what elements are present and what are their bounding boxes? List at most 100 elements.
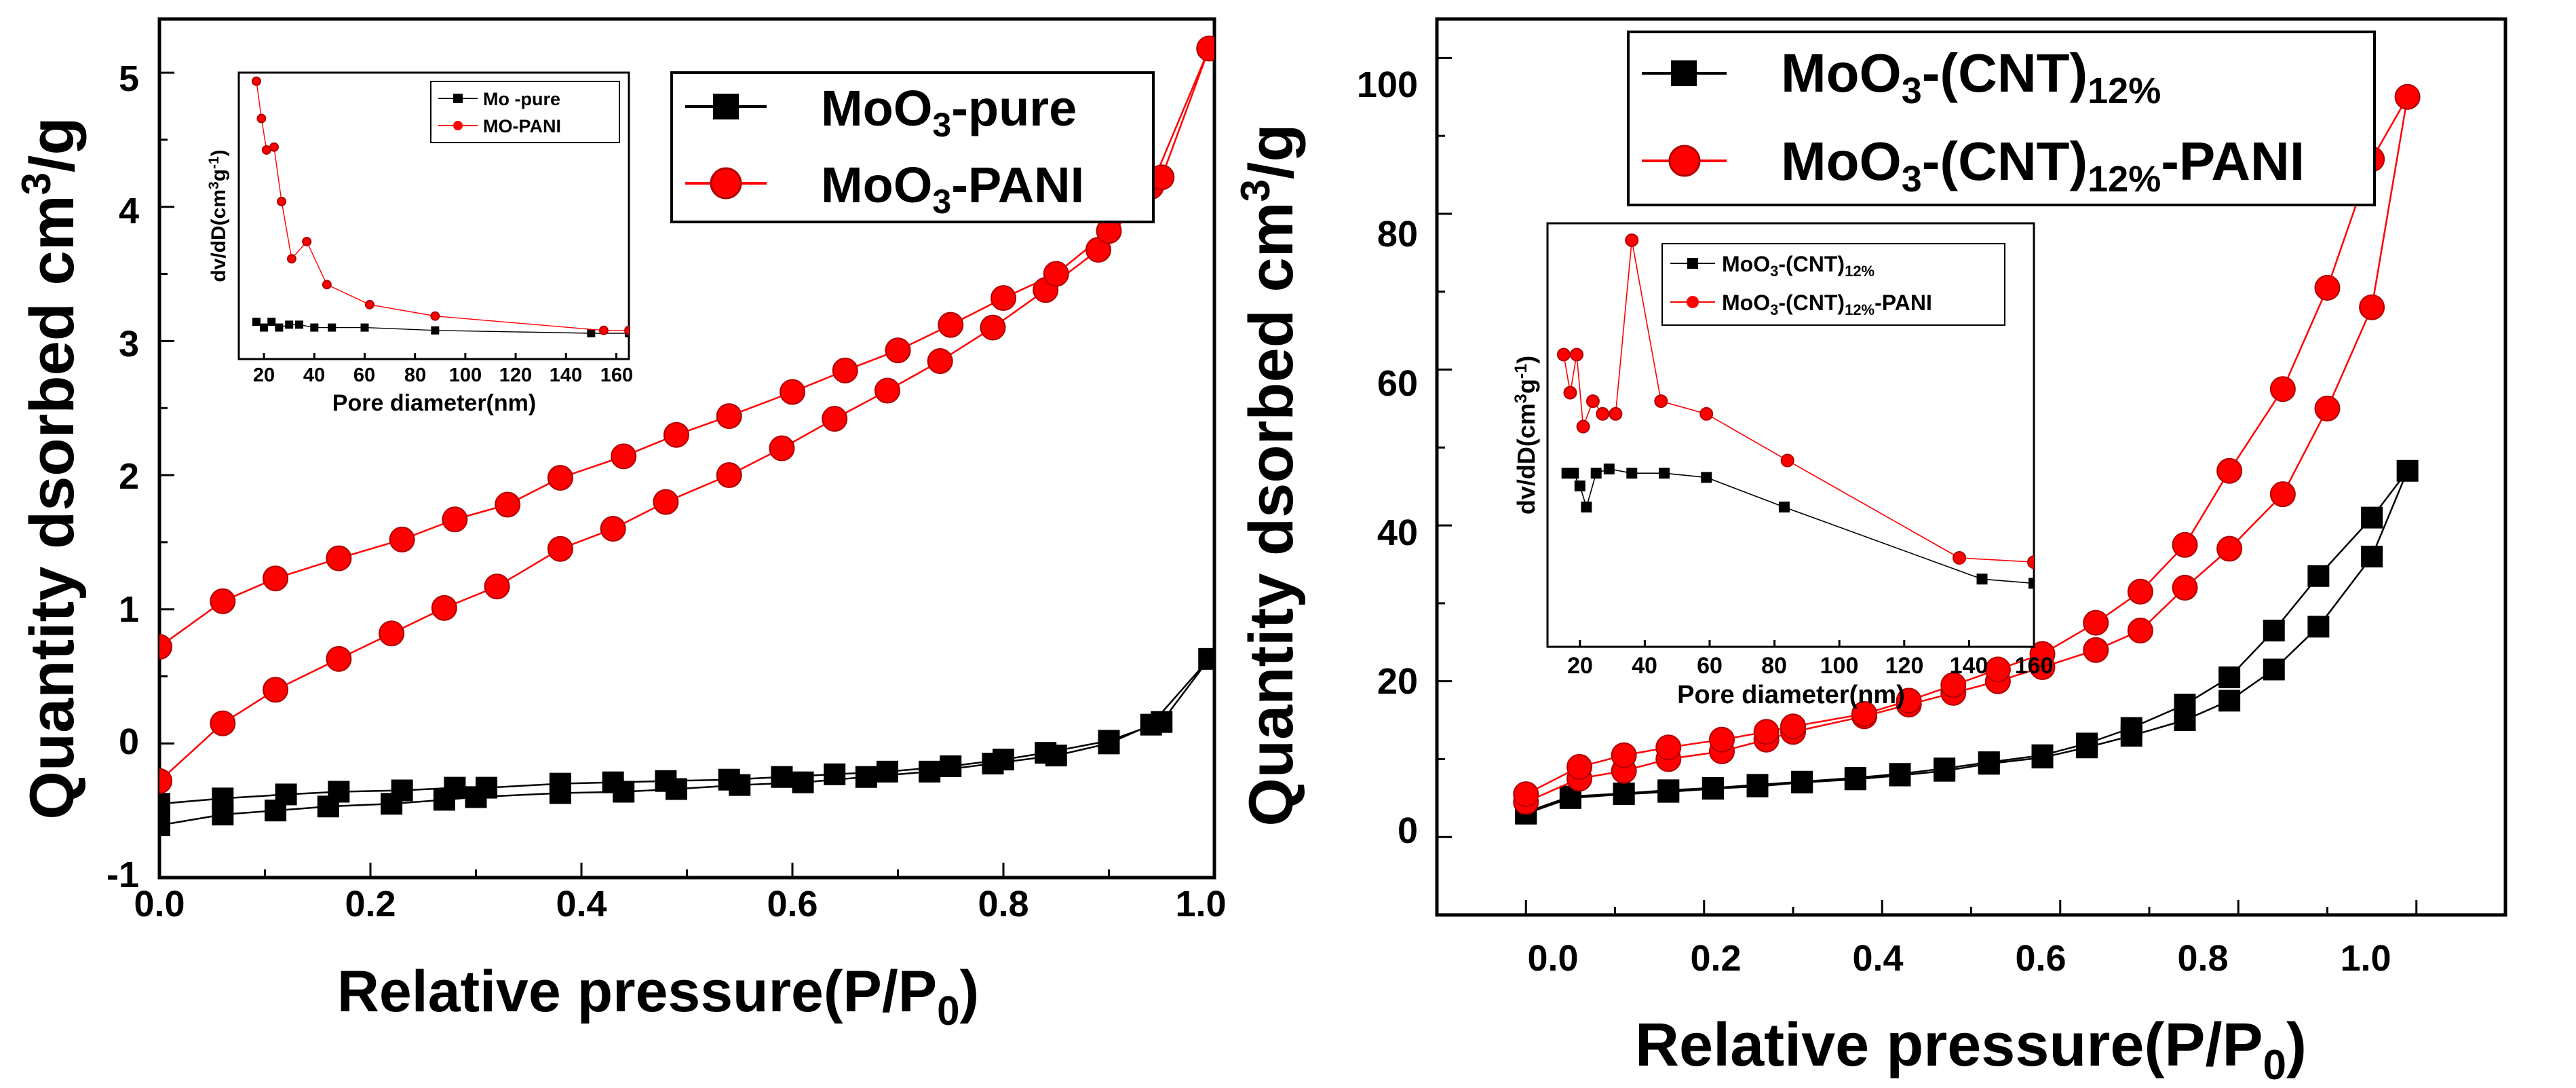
data-point-circle bbox=[159, 768, 172, 794]
data-point-circle bbox=[389, 526, 415, 552]
left-y-tick-label: -1 bbox=[107, 855, 139, 895]
left-inset-ticks bbox=[263, 353, 617, 359]
data-point-square bbox=[2120, 717, 2142, 739]
left-x-tick-labels: 0.0 0.2 0.4 0.6 0.8 1.0 bbox=[134, 884, 1226, 924]
inset-x-tick-label: 120 bbox=[499, 364, 532, 386]
left-x-tick-label: 0.8 bbox=[978, 884, 1029, 924]
left-y-tick-label: 3 bbox=[119, 324, 139, 364]
inset-x-tick-label: 20 bbox=[253, 364, 275, 386]
data-point-circle bbox=[2269, 376, 2296, 402]
data-point-circle bbox=[611, 443, 637, 470]
left-x-tick-label: 0.6 bbox=[767, 884, 818, 924]
data-point-square bbox=[1702, 776, 1724, 799]
legend-label-moo3-pure: MoO3-pure bbox=[821, 80, 1077, 144]
data-point-circle bbox=[1611, 742, 1637, 768]
inset-x-tick-label: 140 bbox=[1950, 653, 1988, 679]
data-point-circle bbox=[1984, 656, 2011, 683]
data-point-square bbox=[1659, 468, 1670, 479]
data-point-square bbox=[855, 766, 877, 788]
data-point-circle bbox=[484, 574, 510, 600]
right-x-tick-label: 0.2 bbox=[1690, 938, 1741, 979]
data-point-circle bbox=[769, 435, 795, 462]
data-point-circle bbox=[210, 710, 236, 736]
legend-label-moo3-pani: MoO3-PANI bbox=[821, 157, 1084, 221]
data-point-circle bbox=[2172, 531, 2198, 558]
right-y-tick-label: 0 bbox=[1398, 810, 1418, 851]
data-point-circle bbox=[938, 312, 964, 338]
data-point-square bbox=[1934, 757, 1956, 780]
data-point-circle bbox=[1654, 394, 1668, 409]
data-point-circle bbox=[322, 280, 332, 290]
data-point-square bbox=[1657, 779, 1680, 802]
data-point-square bbox=[360, 323, 369, 332]
data-point-square bbox=[1746, 774, 1769, 796]
left-y-axis-title: Quantity dsorbed cm3/g bbox=[14, 117, 87, 819]
data-point-square bbox=[2307, 565, 2330, 587]
right-axis-ticks bbox=[1436, 56, 2507, 915]
data-point-square bbox=[2031, 744, 2054, 766]
right-y-tick-labels: 0 20 40 60 80 100 bbox=[1357, 64, 1418, 851]
left-inset-series-group bbox=[251, 76, 629, 338]
data-point-square bbox=[587, 329, 596, 338]
inset-x-tick-label: 80 bbox=[1761, 653, 1787, 679]
inset-x-tick-label: 60 bbox=[353, 364, 375, 386]
data-point-square bbox=[252, 318, 261, 326]
data-point-circle bbox=[2083, 609, 2109, 636]
right-x-tick-labels: 0.0 0.2 0.4 0.6 0.8 1.0 bbox=[1527, 938, 2391, 979]
data-point-circle bbox=[1953, 550, 1967, 565]
data-point-circle bbox=[2172, 574, 2198, 601]
data-point-square bbox=[328, 323, 337, 332]
data-point-circle bbox=[2027, 555, 2034, 569]
data-point-circle bbox=[1196, 35, 1214, 62]
data-point-circle bbox=[326, 545, 352, 571]
data-point-circle bbox=[1780, 713, 1806, 740]
data-point-circle bbox=[1566, 753, 1592, 780]
data-point-circle bbox=[653, 489, 679, 515]
data-point-square bbox=[2361, 506, 2383, 529]
data-point-circle bbox=[2216, 457, 2243, 484]
data-point-square bbox=[718, 768, 740, 791]
inset-x-tick-label: 60 bbox=[1697, 653, 1723, 679]
data-point-square bbox=[391, 779, 413, 802]
data-point-circle bbox=[302, 236, 312, 246]
data-point-square bbox=[1701, 472, 1712, 483]
inset-x-tick-label: 120 bbox=[1885, 653, 1924, 679]
right-y-tick-label: 40 bbox=[1377, 512, 1418, 553]
data-point-circle bbox=[2314, 275, 2341, 301]
data-point-circle bbox=[1563, 386, 1577, 400]
data-point-square bbox=[1791, 770, 1813, 793]
left-inset-chart: 20 40 60 80 100 120 140 160 Pore diamete… bbox=[206, 71, 633, 416]
inset-x-tick-label: 100 bbox=[1820, 653, 1859, 679]
series-line bbox=[256, 81, 629, 331]
data-point-circle bbox=[2127, 578, 2153, 605]
data-point-circle bbox=[1709, 726, 1735, 753]
data-point-square bbox=[310, 323, 319, 332]
data-point-square bbox=[2361, 546, 2383, 567]
right-y-tick-label: 60 bbox=[1377, 363, 1418, 404]
right-inset-series-group bbox=[1556, 233, 2034, 589]
data-point-circle bbox=[663, 421, 689, 448]
data-point-square bbox=[476, 776, 498, 799]
inset-x-tick-label: 100 bbox=[449, 364, 482, 386]
right-y-tick-label: 100 bbox=[1357, 64, 1418, 105]
data-point-square bbox=[771, 766, 793, 788]
data-point-square bbox=[792, 771, 814, 793]
data-point-square bbox=[2263, 658, 2285, 681]
left-isotherm-chart: 0.0 0.2 0.4 0.6 0.8 1.0 -1 0 1 2 3 4 5 R… bbox=[14, 17, 1227, 1034]
left-legend-box bbox=[670, 71, 1155, 223]
right-x-tick-label: 0.6 bbox=[2015, 938, 2066, 979]
left-x-tick-label: 0.0 bbox=[134, 884, 185, 924]
data-point-circle bbox=[364, 299, 374, 309]
left-series-group bbox=[159, 35, 1214, 836]
data-point-circle bbox=[430, 311, 440, 321]
data-point-circle bbox=[547, 536, 573, 562]
data-point-circle bbox=[1576, 419, 1590, 434]
data-point-circle bbox=[256, 113, 267, 124]
data-point-circle bbox=[716, 403, 742, 430]
data-point-square bbox=[295, 320, 304, 329]
data-point-square bbox=[1613, 782, 1635, 804]
right-isotherm-chart: 0.0 0.2 0.4 0.6 0.8 1.0 0 20 40 60 80 10… bbox=[1233, 17, 2507, 1088]
right-inset-ticks bbox=[1579, 640, 2035, 647]
data-point-square bbox=[1889, 763, 1911, 785]
